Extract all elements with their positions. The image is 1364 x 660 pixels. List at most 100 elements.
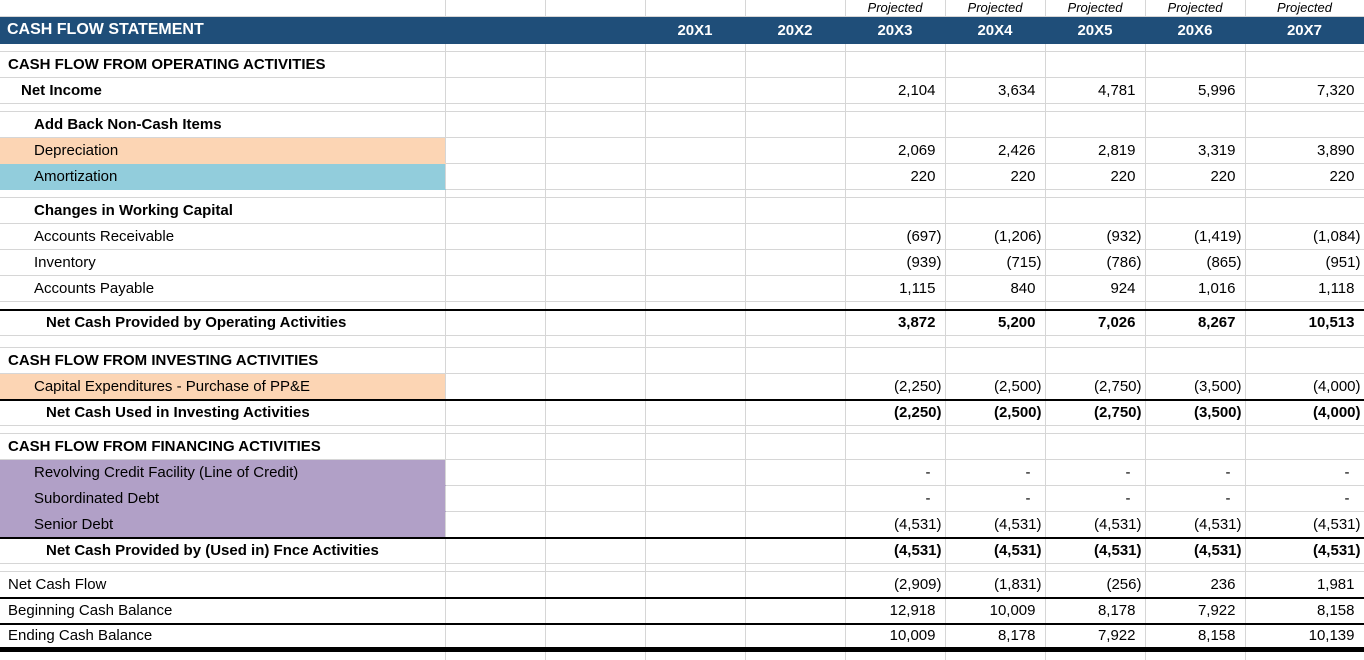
year-header-cell[interactable]: 20X6 [1145,16,1246,44]
row-label-cell[interactable]: Net Cash Provided by (Used in) Fnce Acti… [0,536,446,564]
cell-empty[interactable] [745,163,846,190]
cell-value[interactable]: 3,872 [845,308,946,336]
cell-value[interactable]: 236 [1145,571,1246,598]
year-header-cell[interactable]: 20X3 [845,16,946,44]
cell-empty[interactable] [445,111,546,138]
row-label-cell[interactable]: Amortization [0,163,446,190]
cell-empty[interactable] [645,189,746,198]
cell-value[interactable]: - [845,485,946,512]
cell-empty[interactable] [0,425,446,434]
cell-empty[interactable] [845,301,946,310]
cell-empty[interactable] [845,111,946,138]
projected-label-cell[interactable]: Projected [945,0,1046,17]
cell-empty[interactable] [645,301,746,310]
year-header-cell[interactable]: 20X7 [1245,16,1364,44]
cell-empty[interactable] [445,189,546,198]
cell-empty[interactable] [945,425,1046,434]
cell-empty[interactable] [0,0,446,17]
cell-value[interactable]: 8,158 [1245,596,1364,624]
cell-value[interactable]: (2,750) [1045,398,1146,426]
cell-empty[interactable] [645,347,746,374]
cell-value[interactable]: 8,178 [1045,596,1146,624]
cell-value[interactable]: (4,531) [845,536,946,564]
cell-value[interactable]: (2,500) [945,398,1046,426]
cell-empty[interactable] [1145,111,1246,138]
row-label-cell[interactable]: Add Back Non-Cash Items [0,111,446,138]
cell-value[interactable]: 8,158 [1145,622,1246,652]
row-label-cell[interactable]: Net Cash Used in Investing Activities [0,398,446,426]
cell-value[interactable]: 8,178 [945,622,1046,652]
cell-empty[interactable] [545,347,646,374]
cell-value[interactable]: (1,084) [1245,223,1364,250]
cell-empty[interactable] [0,189,446,198]
cell-empty[interactable] [645,43,746,52]
cell-empty[interactable] [645,249,746,276]
cell-empty[interactable] [645,335,746,348]
cell-empty[interactable] [845,433,946,460]
year-header-cell[interactable]: 20X2 [745,16,846,44]
cell-empty[interactable] [645,111,746,138]
cell-empty[interactable] [545,51,646,78]
cell-empty[interactable] [445,335,546,348]
cell-value[interactable]: (697) [845,223,946,250]
cell-empty[interactable] [1245,347,1364,374]
cell-empty[interactable] [1245,103,1364,112]
cell-empty[interactable] [1045,103,1146,112]
cell-empty[interactable] [1145,425,1246,434]
cell-value[interactable]: (2,750) [1045,373,1146,400]
cell-empty[interactable] [745,275,846,302]
cell-empty[interactable] [745,0,846,17]
cell-empty[interactable] [745,563,846,572]
cell-value[interactable]: (2,500) [945,373,1046,400]
cell-value[interactable]: (4,531) [1245,536,1364,564]
cell-empty[interactable] [0,301,446,310]
cell-empty[interactable] [945,301,1046,310]
cell-empty[interactable] [945,433,1046,460]
projected-label-cell[interactable]: Projected [845,0,946,17]
cell-empty[interactable] [545,16,646,44]
cell-value[interactable]: 10,513 [1245,308,1364,336]
cell-empty[interactable] [545,335,646,348]
cell-empty[interactable] [645,433,746,460]
cell-empty[interactable] [845,43,946,52]
cell-empty[interactable] [945,51,1046,78]
cell-empty[interactable] [745,197,846,224]
cell-value[interactable]: (715) [945,249,1046,276]
cell-value[interactable]: 1,016 [1145,275,1246,302]
cell-empty[interactable] [945,197,1046,224]
cell-empty[interactable] [1245,51,1364,78]
cell-value[interactable]: (4,531) [845,511,946,538]
cell-empty[interactable] [545,425,646,434]
cell-value[interactable]: - [945,459,1046,486]
cell-empty[interactable] [1045,111,1146,138]
cell-empty[interactable] [745,425,846,434]
cell-empty[interactable] [445,0,546,17]
cell-empty[interactable] [1045,197,1146,224]
cell-empty[interactable] [1245,649,1364,660]
row-label-cell[interactable]: Depreciation [0,137,446,164]
cell-empty[interactable] [745,649,846,660]
cell-empty[interactable] [745,137,846,164]
cell-value[interactable]: (939) [845,249,946,276]
cell-value[interactable]: - [1045,459,1146,486]
cell-value[interactable]: 220 [1245,163,1364,190]
cell-empty[interactable] [445,459,546,486]
cell-value[interactable]: (786) [1045,249,1146,276]
cell-empty[interactable] [445,301,546,310]
row-label-cell[interactable]: CASH FLOW FROM OPERATING ACTIVITIES [0,51,446,78]
cell-value[interactable]: - [1145,485,1246,512]
cell-value[interactable]: (4,000) [1245,398,1364,426]
row-label-cell[interactable]: Changes in Working Capital [0,197,446,224]
cell-empty[interactable] [545,373,646,400]
cell-empty[interactable] [545,485,646,512]
cell-empty[interactable] [745,301,846,310]
cell-value[interactable]: 220 [945,163,1046,190]
cell-empty[interactable] [945,347,1046,374]
cell-empty[interactable] [545,596,646,624]
cell-value[interactable]: (4,531) [945,511,1046,538]
cell-value[interactable]: 10,009 [845,622,946,652]
cell-empty[interactable] [645,137,746,164]
cell-empty[interactable] [645,571,746,598]
cell-empty[interactable] [545,77,646,104]
cell-empty[interactable] [745,111,846,138]
